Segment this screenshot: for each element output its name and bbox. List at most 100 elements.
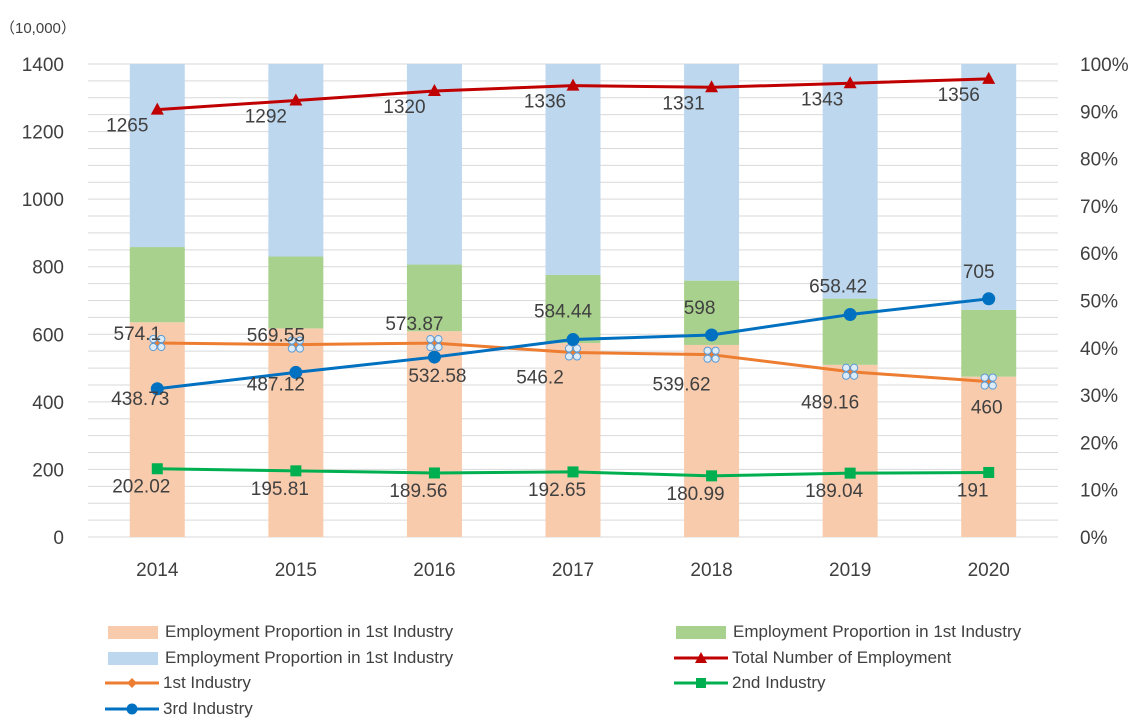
x-tick-label: 2015 <box>275 560 317 581</box>
line-marker <box>290 465 302 477</box>
y-left-tick-label: 200 <box>32 460 64 481</box>
y-left-tick-label: 600 <box>32 325 64 346</box>
y-right-tick-label: 0% <box>1080 528 1108 549</box>
selection-handle <box>572 344 582 353</box>
selection-handle <box>157 334 166 344</box>
selection-handle <box>988 373 997 382</box>
y-left-tick-label: 1000 <box>22 190 64 211</box>
line-marker <box>566 333 580 347</box>
selection-handle <box>434 335 443 344</box>
bar-segment-3 <box>684 64 740 281</box>
bar-segment-3 <box>268 64 324 257</box>
bar-segment-2 <box>406 264 462 332</box>
selection-handle <box>703 354 712 363</box>
axes: 0 200 400 600 800 1000 1200 1400 0% 10% 20% 30% 40% 5… <box>22 55 1129 581</box>
selection-handle <box>980 373 989 382</box>
data-label: 1331 <box>662 93 704 114</box>
selection-handle <box>287 344 296 353</box>
data-label: 192.65 <box>528 480 586 501</box>
data-label: 1265 <box>106 116 148 137</box>
data-label: 1343 <box>801 89 843 110</box>
bar-segment-1 <box>406 331 462 537</box>
bar-segment-2 <box>129 247 185 323</box>
data-label: 489.16 <box>801 393 859 414</box>
data-label: 584.44 <box>534 302 593 323</box>
y-right-tick-label: 20% <box>1080 433 1118 454</box>
data-label: 189.56 <box>389 481 447 502</box>
selection-handle <box>703 346 712 355</box>
data-label: 532.58 <box>408 366 466 387</box>
selection-handle <box>842 363 851 372</box>
data-labels: 1265 1292 1320 1336 1331 1343 1356 574.1 569.55 5… <box>106 85 1002 505</box>
y-right-tick-label: 50% <box>1080 292 1118 313</box>
x-tick-label: 2018 <box>690 560 732 581</box>
stacked-bars <box>129 64 1017 537</box>
line-marker <box>566 78 580 91</box>
y-left-tick-label: 1400 <box>22 55 64 76</box>
selection-handle <box>287 336 296 345</box>
line-marker <box>706 470 718 482</box>
bar-segment-3 <box>129 64 185 248</box>
selection-handle <box>988 381 997 390</box>
x-tick-label: 2019 <box>829 560 871 581</box>
data-label: 438.73 <box>111 389 169 410</box>
line-marker <box>151 463 163 475</box>
bar-segment-2 <box>961 309 1017 377</box>
y-right-tick-label: 70% <box>1080 197 1118 218</box>
data-label: 573.87 <box>385 314 443 335</box>
selection-handle <box>564 352 574 361</box>
line-marker <box>289 93 303 106</box>
x-tick-label: 2016 <box>413 560 455 581</box>
y-left-tick-label: 1200 <box>22 123 64 144</box>
data-label: 705 <box>963 262 995 283</box>
selection-handle <box>850 371 859 380</box>
data-label: 1292 <box>245 106 287 127</box>
x-tick-label: 2017 <box>552 560 594 581</box>
data-label: 460 <box>971 398 1003 419</box>
x-tick-label: 2014 <box>136 560 179 581</box>
y-right-tick-label: 90% <box>1080 102 1118 123</box>
line-marker <box>427 84 441 97</box>
line-marker <box>289 365 303 379</box>
y-left-tick-label: 800 <box>32 258 64 279</box>
bar-segment-3 <box>822 64 878 299</box>
selection-handle <box>842 371 851 380</box>
bar-segment-3 <box>961 64 1017 310</box>
line-marker <box>705 80 719 93</box>
line-marker <box>705 328 719 342</box>
line-marker <box>428 467 440 479</box>
line-series <box>149 71 997 482</box>
line-marker <box>843 76 857 89</box>
bar-segment-1 <box>129 322 185 537</box>
y-right-tick-label: 60% <box>1080 244 1118 265</box>
selection-handle <box>572 352 582 361</box>
data-label: 569.55 <box>247 326 305 347</box>
selection-handle <box>157 342 166 352</box>
line-marker <box>844 467 856 479</box>
y-right-tick-label: 10% <box>1080 481 1118 502</box>
line-marker <box>983 466 995 478</box>
data-label: 658.42 <box>809 277 867 298</box>
y-right-tick-label: 40% <box>1080 339 1118 360</box>
selection-handle <box>149 342 158 352</box>
selection-handle <box>980 381 989 390</box>
bar-segment-3 <box>545 64 601 275</box>
data-label: 598 <box>684 298 716 319</box>
bar-segment-1 <box>684 344 740 537</box>
line-marker <box>843 308 857 322</box>
y-right-tick-label: 30% <box>1080 386 1118 407</box>
bar-segment-1 <box>545 343 601 537</box>
bar-segment-1 <box>961 376 1017 537</box>
data-label: 1320 <box>383 97 425 118</box>
bar-segment-2 <box>268 256 324 329</box>
bar-segment-1 <box>268 328 324 537</box>
selection-handle <box>711 354 720 363</box>
line-marker <box>150 382 164 396</box>
selection-handle <box>149 334 158 344</box>
selection-handle <box>426 335 435 344</box>
selection-handle <box>434 343 443 352</box>
selection-handle <box>850 363 859 372</box>
data-label: 189.04 <box>805 481 864 502</box>
